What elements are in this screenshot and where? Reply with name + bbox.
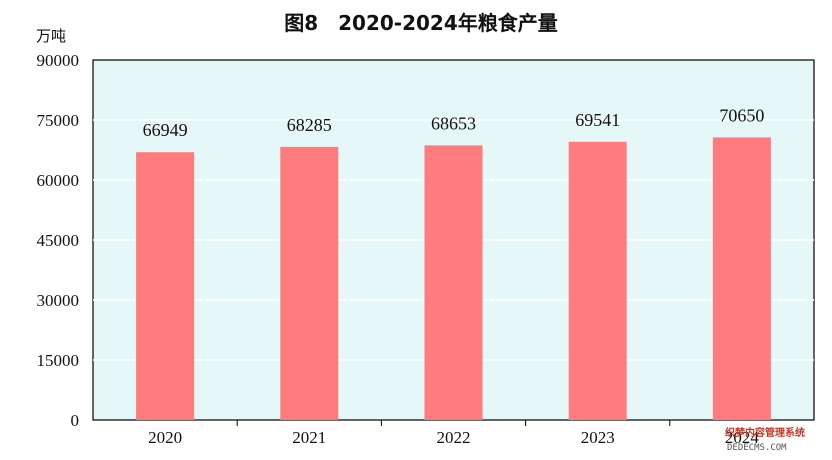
- bar-data-label: 66949: [143, 120, 188, 140]
- x-tick-label: 2024: [725, 428, 760, 447]
- watermark-logo: 织梦内容管理系统 DEDECMS.COM: [725, 426, 805, 453]
- y-axis-ticks: 0 15000 30000 45000 60000 75000 90000: [37, 51, 80, 430]
- bar-data-label: 68653: [431, 113, 476, 133]
- y-tick-label: 60000: [37, 171, 80, 190]
- x-tick-label: 2020: [148, 428, 182, 447]
- bar: [568, 141, 627, 420]
- bar: [136, 152, 195, 421]
- watermark-line1: 织梦内容管理系统: [725, 426, 805, 439]
- x-axis: 2020 2021 2022 2023 2024: [148, 420, 759, 447]
- bar: [280, 146, 339, 421]
- bar-data-label: 69541: [575, 110, 620, 130]
- data-labels: 66949 68285 68653 69541 70650: [143, 105, 765, 140]
- y-tick-label: 45000: [37, 231, 80, 250]
- y-tick-label: 0: [71, 411, 80, 430]
- y-tick-label: 15000: [37, 351, 80, 370]
- bar-data-label: 70650: [719, 105, 764, 125]
- x-tick-label: 2022: [437, 428, 471, 447]
- bar: [712, 137, 771, 420]
- x-tick-label: 2023: [581, 428, 615, 447]
- x-tick-label: 2021: [292, 428, 326, 447]
- y-tick-label: 90000: [37, 51, 80, 70]
- bar: [424, 145, 483, 420]
- watermark-line2: DEDECMS.COM: [727, 443, 787, 453]
- y-axis-unit-label: 万吨: [36, 27, 66, 45]
- bar-data-label: 68285: [287, 115, 332, 135]
- bars: [136, 137, 771, 421]
- y-tick-label: 30000: [37, 291, 80, 310]
- y-tick-label: 75000: [37, 111, 80, 130]
- chart-title: 图8 2020-2024年粮食产量: [284, 11, 558, 35]
